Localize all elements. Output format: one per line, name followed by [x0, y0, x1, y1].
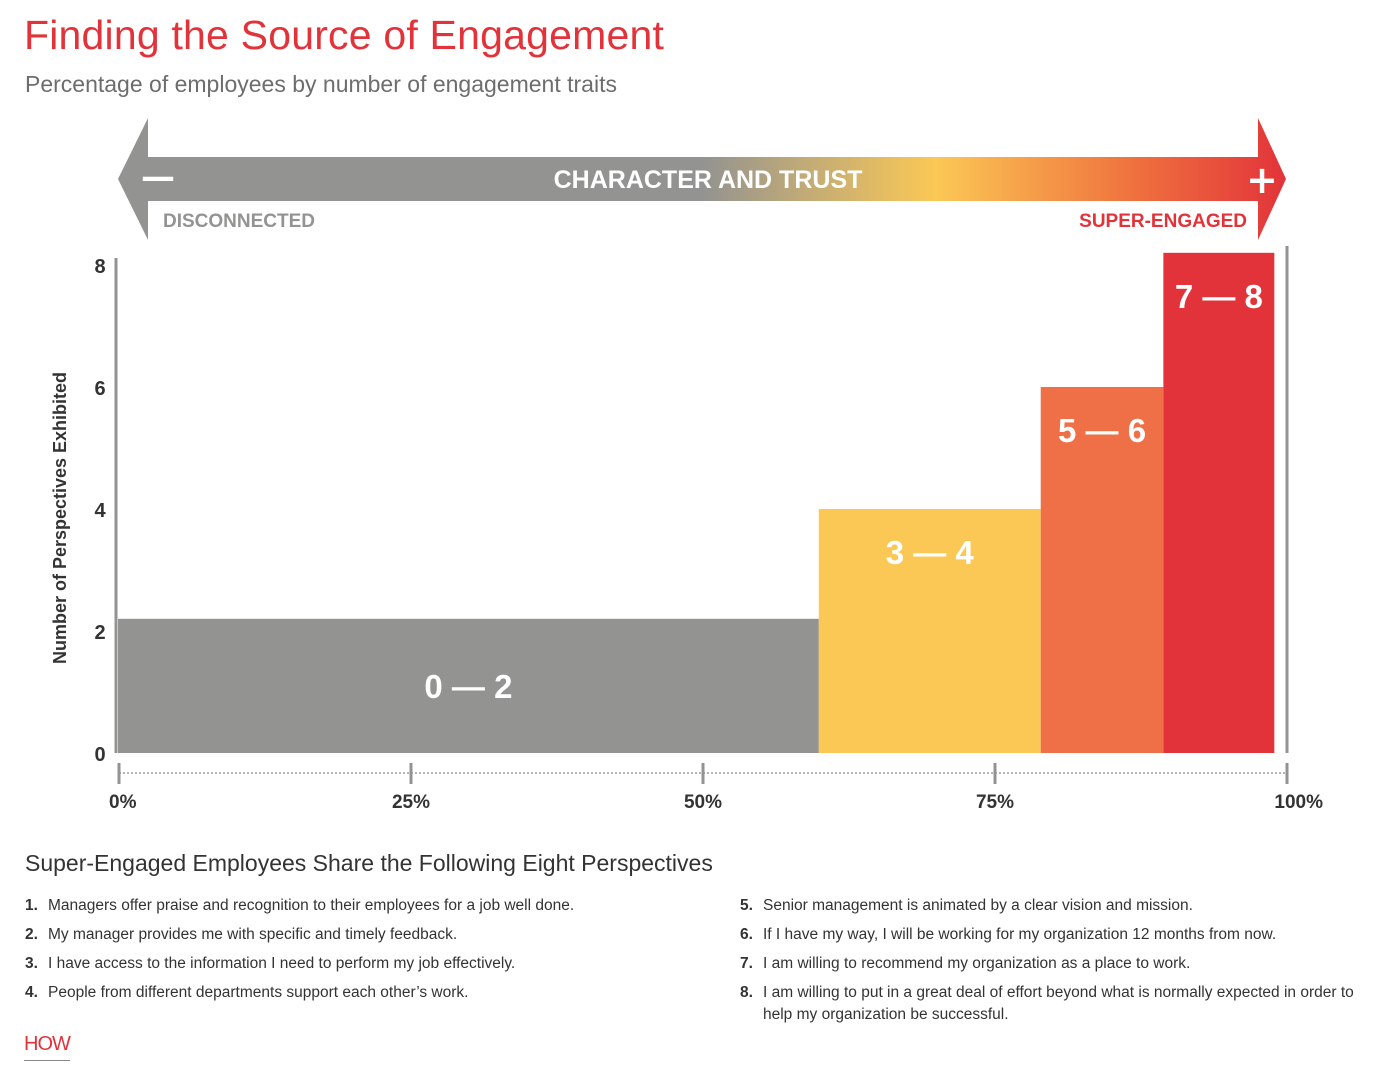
y-tick-label: 0	[94, 744, 105, 766]
y-tick-label: 8	[94, 256, 105, 278]
list-item: 6. If I have my way, I will be working fo…	[740, 926, 1277, 943]
how-logo: HOW	[24, 1033, 71, 1061]
bar	[118, 618, 819, 753]
perspectives-list-left: 1. Managers offer praise and recognition …	[25, 895, 715, 1011]
x-tick-label: 50%	[684, 792, 722, 813]
x-tick-label: 75%	[976, 792, 1014, 813]
list-item: 7. I am willing to recommend my organizat…	[740, 955, 1191, 972]
minus-icon: —	[141, 157, 175, 197]
x-tick-label: 0%	[109, 792, 137, 813]
bar-labels: 0 — 2 3 — 4 5 — 6 7 — 8	[424, 278, 1262, 705]
x-ticks: 0% 25% 50% 75% 100%	[109, 763, 1323, 813]
list-item: 5. Senior management is animated by a cle…	[740, 897, 1193, 914]
perspectives-heading: Super-Engaged Employees Share the Follow…	[25, 850, 713, 876]
bar-label: 7 — 8	[1175, 278, 1263, 315]
page-subtitle: Percentage of employees by number of eng…	[25, 71, 617, 97]
bars	[118, 252, 1275, 754]
y-tick-labels: 0 2 4 6 8	[94, 256, 106, 766]
bar-label: 5 — 6	[1058, 412, 1146, 449]
list-item: 8. I am willing to put in a great deal of…	[740, 984, 1354, 1023]
y-tick-label: 6	[94, 378, 105, 400]
y-tick-label: 4	[94, 500, 106, 522]
character-trust-arrow	[118, 118, 1286, 240]
y-axis-title: Number of Perspectives Exhibited	[50, 372, 70, 664]
list-item: 3. I have access to the information I nee…	[25, 955, 516, 972]
page-title: Finding the Source of Engagement	[24, 12, 665, 58]
bar	[1040, 387, 1164, 753]
arrow-label: CHARACTER AND TRUST	[554, 166, 863, 194]
perspectives-list-right: 5. Senior management is animated by a cle…	[740, 895, 1380, 1033]
y-tick-label: 2	[94, 622, 105, 644]
engagement-chart: CHARACTER AND TRUST — + DISCONNECTED SUP…	[50, 118, 1323, 813]
bar	[1163, 252, 1275, 754]
disconnected-label: DISCONNECTED	[163, 211, 315, 232]
plus-icon: +	[1246, 158, 1278, 202]
x-tick-label: 100%	[1274, 792, 1323, 813]
list-item: 2. My manager provides me with specific a…	[25, 926, 458, 943]
list-item: 1. Managers offer praise and recognition …	[25, 897, 575, 914]
bar	[818, 509, 1041, 753]
list-item: 4. People from different departments supp…	[25, 984, 469, 1001]
super-engaged-label: SUPER-ENGAGED	[1079, 211, 1247, 232]
x-tick-label: 25%	[392, 792, 430, 813]
bar-label: 3 — 4	[886, 534, 975, 571]
bar-label: 0 — 2	[424, 668, 512, 705]
